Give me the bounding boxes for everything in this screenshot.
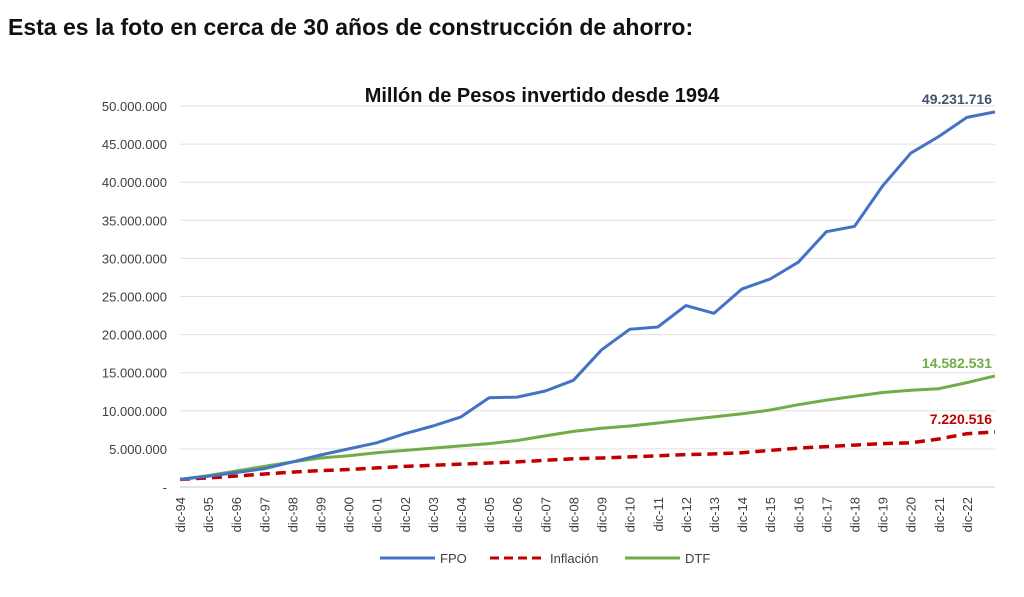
series-line-dtf (179, 374, 996, 481)
end-value-label: 49.231.716 (922, 91, 992, 107)
x-tick-label: dic-98 (285, 497, 300, 532)
y-tick-label: 35.000.000 (102, 213, 167, 228)
legend-label: FPO (440, 551, 467, 566)
x-tick-label: dic-21 (932, 497, 947, 532)
y-tick-label: 30.000.000 (102, 251, 167, 266)
x-tick-label: dic-20 (904, 497, 919, 532)
x-tick-label: dic-19 (876, 497, 891, 532)
x-tick-label: dic-03 (426, 497, 441, 532)
y-tick-label: 10.000.000 (102, 404, 167, 419)
chart-title: Millón de Pesos invertido desde 1994 (365, 85, 720, 107)
x-tick-label: dic-16 (791, 497, 806, 532)
x-tick-label: dic-94 (173, 497, 188, 532)
x-tick-label: dic-97 (257, 497, 272, 532)
y-tick-label: - (163, 480, 167, 495)
end-value-label: 14.582.531 (922, 355, 992, 371)
y-tick-label: 50.000.000 (102, 99, 167, 114)
y-tick-label: 20.000.000 (102, 328, 167, 343)
y-tick-label: 25.000.000 (102, 290, 167, 305)
x-tick-label: dic-95 (201, 497, 216, 532)
x-tick-label: dic-02 (398, 497, 413, 532)
y-tick-label: 45.000.000 (102, 137, 167, 152)
x-tick-label: dic-09 (595, 497, 610, 532)
legend: FPO Inflación DTF (380, 551, 710, 566)
x-tick-label: dic-06 (510, 497, 525, 532)
x-tick-label: dic-07 (538, 497, 553, 532)
series-line-inflacin (179, 430, 996, 482)
x-tick-label: dic-11 (651, 497, 666, 531)
x-tick-label: dic-14 (735, 497, 750, 532)
end-value-label: 7.220.516 (930, 411, 992, 427)
x-tick-label: dic-12 (679, 497, 694, 532)
y-tick-label: 5.000.000 (109, 442, 167, 457)
x-tick-label: dic-96 (229, 497, 244, 532)
x-tick-label: dic-99 (314, 497, 329, 532)
x-tick-label: dic-15 (763, 497, 778, 532)
y-axis-ticks: - 5.000.000 10.000.000 15.000.000 20.000.000… (102, 99, 167, 495)
x-tick-label: dic-01 (370, 497, 385, 532)
x-tick-label: dic-05 (482, 497, 497, 532)
x-tick-label: dic-17 (819, 497, 834, 532)
legend-label: DTF (685, 551, 710, 566)
series-lines (179, 110, 996, 482)
x-tick-label: dic-22 (960, 497, 975, 532)
x-tick-label: dic-08 (566, 497, 581, 532)
end-value-labels: 49.231.716 7.220.516 14.582.531 (922, 91, 992, 427)
y-tick-label: 15.000.000 (102, 366, 167, 381)
y-tick-label: 40.000.000 (102, 175, 167, 190)
series-line-fpo (179, 110, 996, 481)
x-tick-label: dic-00 (342, 497, 357, 532)
x-axis-ticks: dic-94 dic-95 dic-96 dic-97 dic-98 dic-99 dic-… (173, 497, 975, 532)
x-tick-label: dic-18 (847, 497, 862, 532)
x-tick-label: dic-10 (623, 497, 638, 532)
x-tick-label: dic-13 (707, 497, 722, 532)
page-headline: Esta es la foto en cerca de 30 años de c… (8, 14, 694, 40)
gridlines (180, 105, 995, 488)
x-tick-label: dic-04 (454, 497, 469, 532)
legend-label: Inflación (550, 551, 598, 566)
